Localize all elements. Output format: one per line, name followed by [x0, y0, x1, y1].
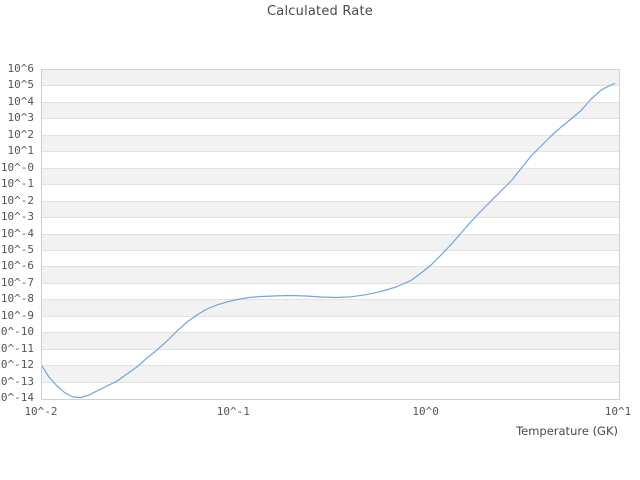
gridline	[42, 134, 619, 136]
gridline	[42, 200, 619, 202]
y-tick-label: 10^-3	[0, 210, 34, 224]
y-tick-label: 10^-13	[0, 374, 34, 388]
y-tick-label: 10^-5	[0, 242, 34, 256]
y-tick-label: 10^-8	[0, 292, 34, 306]
grid-band	[42, 250, 619, 268]
y-tick-label: 10^-10	[0, 325, 34, 339]
grid-band	[42, 300, 619, 317]
y-tick-label: 10^2	[7, 127, 35, 141]
gridline	[42, 101, 619, 103]
gridline	[42, 233, 619, 235]
grid-band	[42, 201, 619, 219]
gridline	[42, 151, 619, 153]
gridline	[42, 217, 619, 219]
gridline	[42, 266, 619, 268]
y-tick-label: 10^1	[7, 144, 35, 158]
grid-band	[42, 218, 619, 235]
y-tick-label: 10^-6	[0, 259, 34, 273]
y-tick-label: 10^-0	[0, 160, 34, 174]
grid-band	[42, 86, 619, 103]
y-tick-label: 10^6	[7, 62, 35, 75]
x-axis-title: Temperature (GK)	[516, 424, 618, 438]
gridline	[42, 381, 619, 383]
grid-band	[42, 135, 619, 153]
y-tick-label: 10^-12	[0, 358, 34, 372]
x-tick-label: 10^0	[412, 405, 439, 418]
gridline	[42, 315, 619, 317]
gridline	[42, 365, 619, 367]
y-tick-label: 10^-4	[0, 226, 34, 240]
gridline	[42, 282, 619, 284]
gridline	[42, 249, 619, 251]
gridline	[42, 118, 619, 120]
y-tick-label: 10^-7	[0, 275, 34, 289]
grid-band	[42, 102, 619, 120]
grid-band	[42, 349, 619, 367]
y-tick-label: 10^-2	[0, 193, 34, 207]
y-tick-label: 10^5	[7, 78, 35, 92]
grid-band	[42, 152, 619, 169]
grid-band	[42, 119, 619, 136]
x-tick-label: 10^-2	[24, 405, 58, 418]
x-tick-label: 10^1	[604, 405, 632, 418]
y-tick-label: 10^4	[7, 94, 35, 108]
y-tick-label: 10^-11	[0, 341, 34, 355]
chart-title: Calculated Rate	[267, 4, 373, 19]
grid-band	[42, 267, 619, 284]
gridline	[42, 348, 619, 350]
gridline	[42, 85, 619, 87]
y-tick-label: 10^-9	[0, 308, 34, 322]
grid-band	[42, 333, 619, 350]
gridline	[42, 167, 619, 169]
grid-band	[42, 70, 619, 87]
gridline	[42, 332, 619, 334]
grid-band	[42, 234, 619, 251]
y-tick-label: 10^-1	[0, 177, 34, 191]
grid-band	[42, 382, 619, 399]
grid-band	[42, 185, 619, 202]
gridline	[42, 184, 619, 186]
grid-band	[42, 366, 619, 383]
grid-band	[42, 283, 619, 301]
y-tick-label: 10^-14	[0, 391, 34, 404]
x-tick-label: 10^-1	[216, 405, 250, 418]
grid-band	[42, 168, 619, 186]
grid-band	[42, 316, 619, 334]
y-tick-label: 10^3	[7, 111, 35, 125]
plot-area	[41, 69, 620, 400]
gridline	[42, 299, 619, 301]
